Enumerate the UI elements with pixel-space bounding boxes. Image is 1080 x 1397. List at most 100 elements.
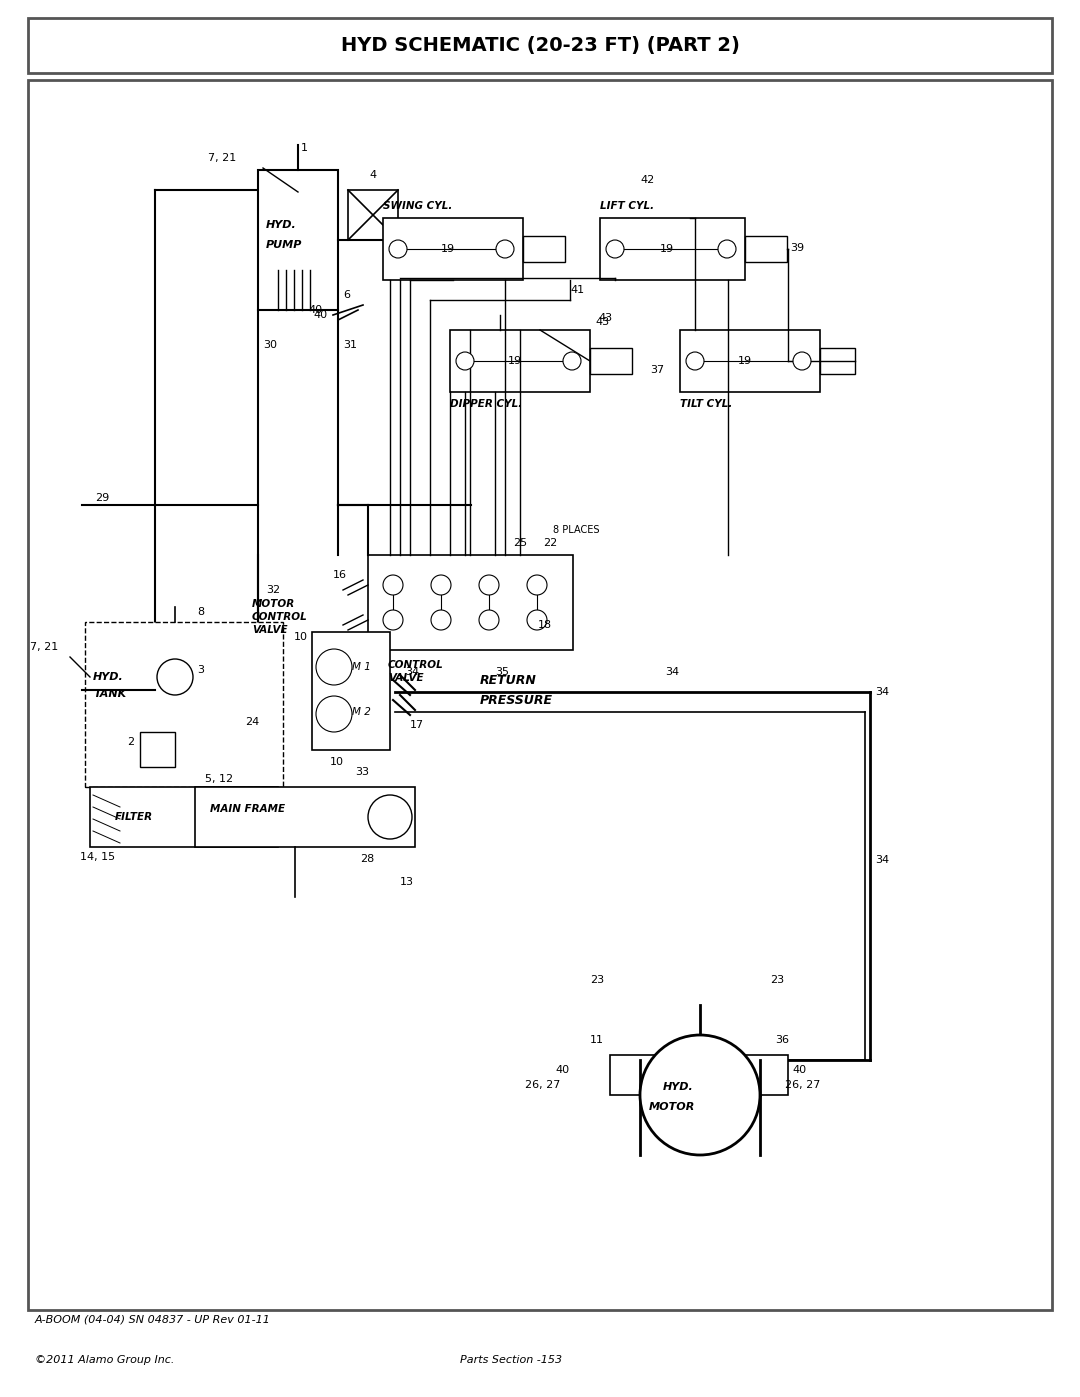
Text: 1: 1 [301,142,308,154]
Text: 5, 12: 5, 12 [205,774,233,784]
Text: 26, 27: 26, 27 [525,1080,561,1090]
Circle shape [383,576,403,595]
Circle shape [793,352,811,370]
Circle shape [456,352,474,370]
Text: ©2011 Alamo Group Inc.: ©2011 Alamo Group Inc. [35,1355,174,1365]
Text: 34: 34 [875,687,889,697]
Text: 19: 19 [738,356,752,366]
Text: 23: 23 [590,975,604,985]
Text: RETURN: RETURN [480,673,537,686]
Text: PUMP: PUMP [266,240,302,250]
Text: VALVE: VALVE [388,673,423,683]
Bar [610,1055,669,1095]
Bar [140,732,175,767]
Bar [368,555,573,650]
Text: LIFT CYL.: LIFT CYL. [600,201,654,211]
Text: 6: 6 [343,291,350,300]
Circle shape [431,576,451,595]
Text: 36: 36 [775,1035,789,1045]
Text: HYD.: HYD. [266,219,297,231]
Text: 23: 23 [770,975,784,985]
Text: 16: 16 [333,570,347,580]
Text: 40: 40 [308,305,322,314]
Circle shape [563,352,581,370]
Bar [258,170,338,310]
Text: 40: 40 [555,1065,569,1076]
Bar [600,218,745,279]
Text: HYD.: HYD. [663,1083,693,1092]
Text: 39: 39 [789,243,805,253]
Text: TANK: TANK [93,689,126,698]
Text: M 1: M 1 [352,662,370,672]
Circle shape [368,795,411,840]
Text: 19: 19 [508,356,522,366]
Text: MOTOR: MOTOR [649,1102,696,1112]
Text: Parts Section -153: Parts Section -153 [460,1355,562,1365]
Circle shape [431,610,451,630]
Text: MAIN FRAME: MAIN FRAME [210,805,285,814]
Text: 43: 43 [598,313,612,323]
Circle shape [718,240,735,258]
Circle shape [383,610,403,630]
Text: MOTOR: MOTOR [252,599,295,609]
Text: 19: 19 [441,244,455,254]
Text: 41: 41 [570,285,584,295]
Bar [680,330,820,393]
Text: 43: 43 [595,317,609,327]
Bar [745,236,787,263]
Text: 26, 27: 26, 27 [785,1080,821,1090]
Circle shape [316,650,352,685]
Text: 31: 31 [343,339,357,351]
Text: 33: 33 [355,767,369,777]
Circle shape [480,576,499,595]
Circle shape [480,610,499,630]
Text: 24: 24 [245,717,259,726]
Text: 32: 32 [266,585,280,595]
Text: PRESSURE: PRESSURE [480,693,553,707]
Text: 3: 3 [197,665,204,675]
Circle shape [157,659,193,694]
Text: 30: 30 [264,339,276,351]
Text: 11: 11 [590,1035,604,1045]
Text: A-BOOM (04-04) SN 04837 - UP Rev 01-11: A-BOOM (04-04) SN 04837 - UP Rev 01-11 [35,1315,271,1324]
Bar [590,348,632,374]
Text: HYD.: HYD. [93,672,124,682]
Text: FILTER: FILTER [114,812,153,821]
Text: 22: 22 [543,538,557,548]
Text: 4: 4 [369,170,377,180]
Text: 34: 34 [405,666,419,678]
Text: 18: 18 [538,620,552,630]
Text: 35: 35 [495,666,509,678]
Text: 29: 29 [95,493,109,503]
Text: 14, 15: 14, 15 [80,852,116,862]
Text: 40: 40 [792,1065,806,1076]
Text: 8: 8 [197,608,204,617]
Text: 40: 40 [313,310,327,320]
Bar [195,787,415,847]
Text: SWING CYL.: SWING CYL. [383,201,453,211]
Text: 34: 34 [665,666,679,678]
Text: 42: 42 [640,175,654,184]
Text: 7, 21: 7, 21 [30,643,58,652]
Text: 8 PLACES: 8 PLACES [553,525,599,535]
Circle shape [527,576,546,595]
Bar [820,348,855,374]
Text: VALVE: VALVE [252,624,287,636]
Circle shape [496,240,514,258]
Text: 10: 10 [294,631,308,643]
Text: CONTROL: CONTROL [388,659,444,671]
Text: CONTROL: CONTROL [252,612,308,622]
Text: 34: 34 [875,855,889,865]
Text: TILT CYL.: TILT CYL. [680,400,732,409]
Text: 37: 37 [650,365,664,374]
Circle shape [686,352,704,370]
Bar [383,218,523,279]
Text: 28: 28 [360,854,375,863]
Text: 7, 21: 7, 21 [208,154,237,163]
Circle shape [316,696,352,732]
Text: 2: 2 [127,738,134,747]
Bar [28,18,1052,73]
Text: M 2: M 2 [352,707,370,717]
Bar [90,787,278,847]
Bar [85,622,283,787]
